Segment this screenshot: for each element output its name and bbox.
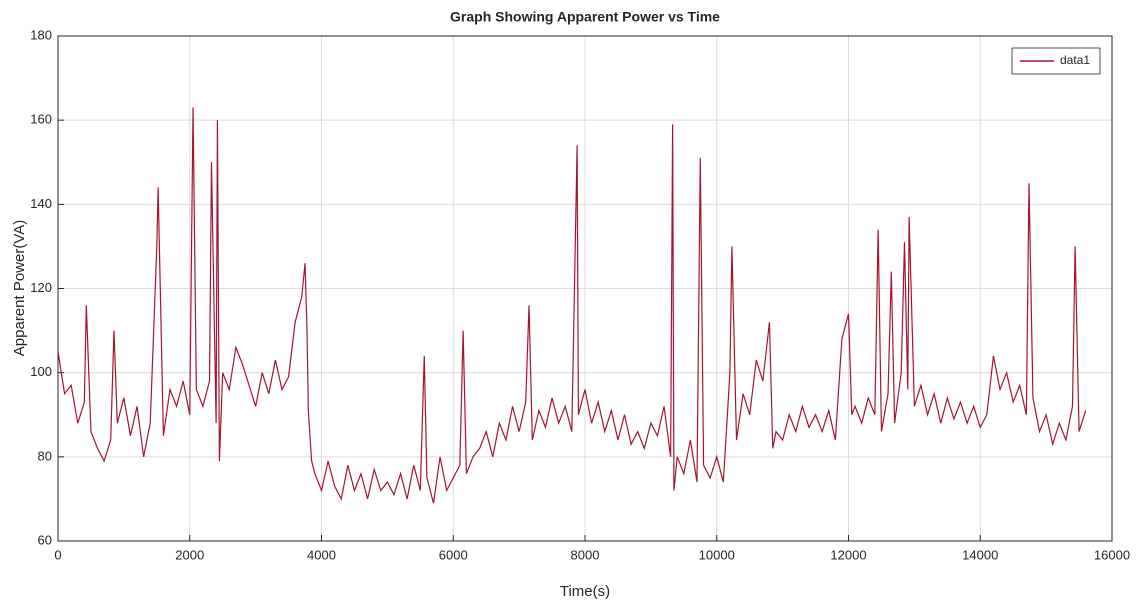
y-tick-label: 160 (30, 112, 52, 127)
x-axis-label: Time(s) (560, 583, 610, 600)
x-tick-label: 14000 (962, 547, 998, 562)
y-tick-label: 180 (30, 27, 52, 42)
y-tick-label: 80 (38, 448, 52, 463)
data-line (57, 107, 1087, 504)
chart-title: Graph Showing Apparent Power vs Time (450, 9, 720, 25)
y-tick-label: 100 (30, 364, 52, 379)
plot-frame (57, 35, 1113, 542)
y-tick-label: 120 (30, 280, 52, 295)
x-tick-label: 8000 (571, 547, 600, 562)
y-tick-label: 140 (30, 196, 52, 211)
x-tick-label: 16000 (1094, 547, 1130, 562)
y-tick-label: 60 (38, 532, 52, 547)
legend-label: data1 (1060, 53, 1090, 67)
y-axis-label: Apparent Power(VA) (11, 220, 28, 356)
x-tick-label: 0 (54, 547, 61, 562)
x-tick-label: 6000 (439, 547, 468, 562)
x-tick-label: 4000 (307, 547, 336, 562)
x-tick-label: 10000 (699, 547, 735, 562)
x-tick-label: 2000 (175, 547, 204, 562)
x-tick-label: 12000 (830, 547, 866, 562)
